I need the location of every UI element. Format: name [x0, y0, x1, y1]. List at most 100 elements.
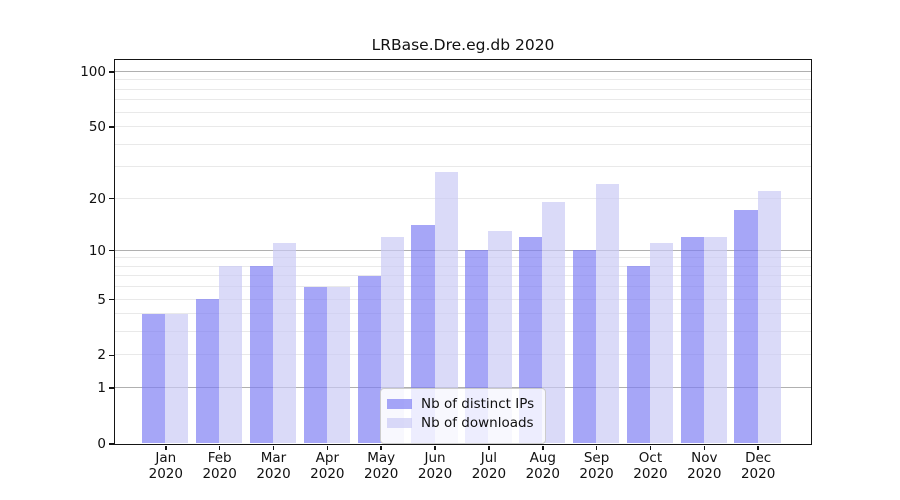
x-tick-label-apr: Apr 2020 [295, 450, 359, 482]
x-tick-mark-dec [757, 445, 759, 450]
bar-nb-of-downloads-nov-2020 [703, 236, 727, 444]
x-tick-year-may: 2020 [364, 465, 399, 482]
legend-label-nb-of-distinct-ips: Nb of distinct IPs [421, 396, 535, 412]
bar-nb-of-distinct-ips-feb-2020 [195, 299, 220, 444]
y-tick-mark-5 [109, 298, 114, 301]
x-tick-year-dec: 2020 [740, 465, 776, 482]
legend-swatch-nb-of-downloads [387, 418, 412, 428]
x-tick-mark-apr [326, 445, 329, 450]
gridline-minor-70 [114, 99, 811, 101]
x-tick-year-apr: 2020 [310, 465, 345, 482]
x-tick-label-jul: Jul 2020 [457, 450, 521, 482]
x-tick-year-aug: 2020 [525, 465, 560, 482]
x-tick-month-mar: Mar [260, 450, 287, 466]
gridline-minor-20 [114, 197, 811, 199]
bar-nb-of-downloads-jun-2020 [434, 171, 458, 444]
gridline-minor-80 [114, 88, 811, 90]
x-tick-mark-oct [649, 445, 652, 450]
x-tick-mark-mar [272, 445, 275, 450]
x-tick-month-jun: Jun [424, 450, 446, 466]
y-tick-mark-50 [109, 126, 114, 128]
gridline-minor-40 [114, 143, 811, 145]
bar-nb-of-distinct-ips-oct-2020 [626, 266, 650, 444]
bar-nb-of-distinct-ips-dec-2020 [734, 210, 758, 444]
x-tick-mark-nov [703, 445, 706, 450]
gridline-minor-60 [114, 111, 811, 113]
x-tick-month-jan: Jan [155, 450, 177, 466]
gridline-minor-8 [114, 265, 811, 267]
y-tick-label-0: 0 [97, 436, 106, 452]
gridline-major-100 [114, 70, 811, 72]
legend-swatch-nb-of-distinct-ips [387, 399, 412, 409]
bar-nb-of-downloads-dec-2020 [757, 190, 781, 444]
x-tick-mark-aug [542, 445, 544, 450]
x-tick-mark-feb [218, 445, 221, 450]
bar-nb-of-downloads-feb-2020 [219, 266, 243, 444]
legend-entry-nb-of-distinct-ips: Nb of distinct IPs [381, 395, 545, 413]
x-tick-mark-jun [434, 445, 436, 450]
x-tick-month-dec: Dec [745, 450, 772, 466]
bar-nb-of-distinct-ips-nov-2020 [680, 236, 704, 444]
y-tick-label-20: 20 [88, 190, 106, 207]
bar-nb-of-distinct-ips-sep-2020 [572, 250, 597, 444]
x-tick-label-jan: Jan 2020 [134, 450, 198, 482]
x-tick-label-oct: Oct 2020 [618, 450, 682, 482]
gridline-minor-30 [114, 166, 811, 168]
bar-nb-of-downloads-oct-2020 [649, 243, 674, 444]
y-tick-label-2: 2 [97, 347, 106, 364]
x-tick-month-jul: Jul [480, 450, 498, 466]
y-tick-label-1: 1 [97, 380, 106, 397]
x-tick-label-nov: Nov 2020 [672, 450, 736, 482]
gridline-minor-50 [114, 125, 811, 127]
gridline-major-1 [114, 387, 811, 389]
x-tick-mark-jan [165, 445, 167, 450]
chart-title: LRBase.Dre.eg.db 2020 [371, 36, 555, 54]
gridline-major-10 [114, 249, 811, 251]
bar-nb-of-distinct-ips-mar-2020 [249, 266, 273, 444]
x-tick-label-aug: Aug 2020 [511, 450, 575, 482]
bar-nb-of-downloads-sep-2020 [596, 183, 620, 444]
y-tick-mark-100 [109, 71, 114, 73]
gridline-minor-5 [114, 298, 811, 300]
bar-nb-of-distinct-ips-jan-2020 [142, 313, 166, 444]
legend-entry-nb-of-downloads: Nb of downloads [381, 414, 545, 432]
gridline-minor-6 [114, 286, 811, 288]
x-tick-label-feb: Feb 2020 [188, 450, 252, 482]
x-tick-year-jul: 2020 [471, 465, 507, 482]
x-tick-label-dec: Dec 2020 [726, 450, 790, 482]
x-tick-year-mar: 2020 [256, 465, 291, 482]
legend-label-nb-of-downloads: Nb of downloads [421, 415, 534, 431]
y-tick-mark-20 [109, 197, 114, 200]
y-tick-label-10: 10 [88, 242, 106, 259]
x-tick-month-oct: Oct [638, 450, 663, 466]
x-tick-month-apr: Apr [315, 450, 340, 466]
x-tick-mark-jul [488, 445, 490, 450]
bar-nb-of-downloads-jan-2020 [165, 313, 189, 444]
gridline-minor-4 [114, 313, 811, 315]
x-tick-month-aug: Aug [529, 450, 556, 466]
x-tick-month-nov: Nov [691, 450, 718, 466]
y-tick-label-100: 100 [80, 63, 106, 80]
x-tick-year-jan: 2020 [148, 465, 183, 482]
gridline-minor-3 [114, 331, 811, 333]
gridline-minor-9 [114, 257, 811, 259]
gridline-minor-2 [114, 354, 811, 356]
y-tick-mark-2 [109, 354, 114, 357]
x-tick-label-jun: Jun 2020 [403, 450, 467, 482]
y-tick-mark-0 [109, 443, 114, 445]
x-tick-month-feb: Feb [207, 450, 232, 466]
bar-nb-of-downloads-aug-2020 [542, 201, 566, 444]
gridline-minor-90 [114, 79, 811, 81]
legend: Nb of distinct IPs Nb of downloads [380, 388, 546, 444]
x-tick-mark-sep [595, 445, 598, 450]
bar-nb-of-downloads-mar-2020 [273, 243, 297, 444]
x-tick-year-jun: 2020 [417, 465, 453, 482]
x-tick-mark-may [380, 445, 382, 450]
x-tick-month-sep: Sep [583, 450, 610, 466]
y-tick-mark-10 [109, 249, 114, 252]
x-tick-year-nov: 2020 [687, 465, 722, 482]
x-tick-year-feb: 2020 [202, 465, 237, 482]
plot-area [113, 58, 812, 445]
y-tick-label-5: 5 [97, 291, 106, 308]
